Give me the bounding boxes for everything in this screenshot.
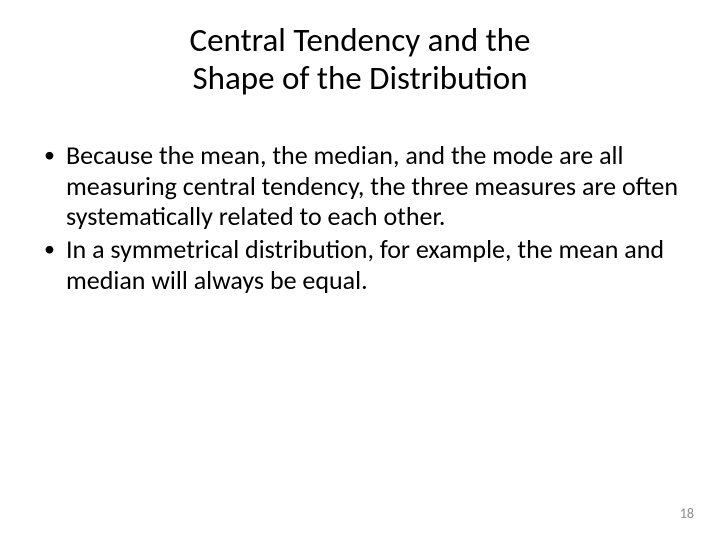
bullet-list: Because the mean, the median, and the mo… xyxy=(38,140,678,295)
slide-title: Central Tendency and the Shape of the Di… xyxy=(0,22,720,98)
title-line-2: Shape of the Distribution xyxy=(192,58,527,98)
page-number: 18 xyxy=(680,505,694,522)
bullet-item: Because the mean, the median, and the mo… xyxy=(38,140,678,232)
slide: Central Tendency and the Shape of the Di… xyxy=(0,0,720,540)
bullet-text: In a symmetrical distribution, for examp… xyxy=(66,233,664,296)
bullet-item: In a symmetrical distribution, for examp… xyxy=(38,234,678,295)
slide-body: Because the mean, the median, and the mo… xyxy=(38,140,678,297)
title-line-1: Central Tendency and the xyxy=(190,20,531,60)
bullet-text: Because the mean, the median, and the mo… xyxy=(66,139,678,232)
